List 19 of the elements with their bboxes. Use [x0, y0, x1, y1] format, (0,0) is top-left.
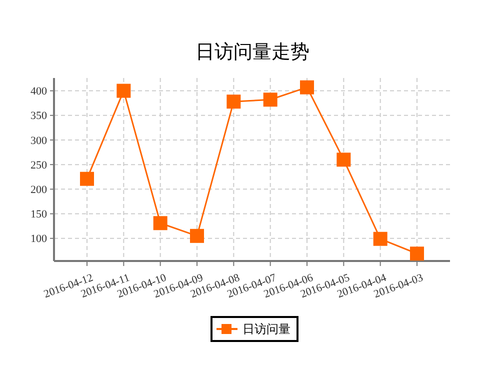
- point: [153, 216, 168, 230]
- y-tick-label: 350: [30, 110, 48, 122]
- point: [300, 80, 314, 94]
- legend-label: 日访问量: [242, 322, 290, 336]
- chart-title: 日访问量走势: [196, 41, 310, 63]
- y-tick-label: 250: [30, 159, 48, 172]
- y-tick-label: 400: [30, 86, 48, 98]
- y-tick-label: 100: [30, 233, 48, 246]
- point: [226, 94, 241, 109]
- y-tick-label: 300: [30, 134, 48, 147]
- point: [263, 92, 278, 107]
- y-tick-label: 200: [30, 184, 48, 196]
- point: [190, 228, 204, 243]
- y-tick-label: 150: [30, 208, 48, 221]
- point: [80, 172, 94, 186]
- point: [373, 232, 388, 246]
- point: [336, 152, 351, 167]
- point: [116, 84, 131, 98]
- point: [410, 246, 424, 261]
